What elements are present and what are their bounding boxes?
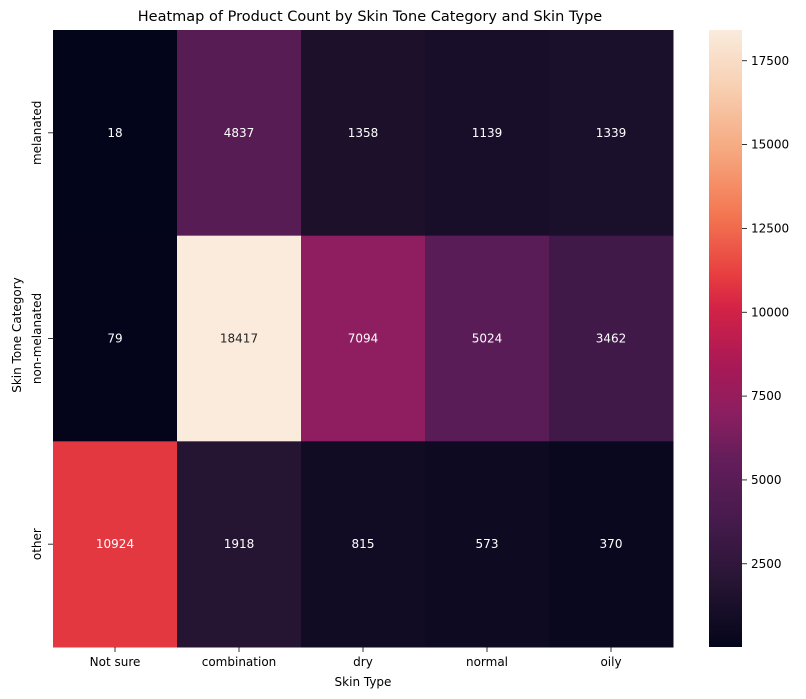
- cell-value-label: 4837: [224, 126, 255, 140]
- cell-value-label: 1139: [472, 126, 503, 140]
- colorbar-tick-label: 5000: [751, 473, 782, 487]
- colorbar-tick-label: 12500: [751, 221, 789, 235]
- heatmap-cells: 18 4837 1358 1139 1339 79 18417 7094 5024 3462 109…: [53, 30, 674, 648]
- cell-value-label: 18417: [220, 332, 258, 346]
- cell-value-label: 1358: [348, 126, 379, 140]
- x-axis-label: Skin Type: [335, 675, 392, 689]
- heatmap-cell: [425, 30, 550, 237]
- chart-title: Heatmap of Product Count by Skin Tone Ca…: [138, 9, 602, 25]
- y-axis-ticks: melanated non-melanated other: [30, 101, 53, 560]
- x-axis-ticks: Not sure combination dry normal oily: [90, 647, 622, 669]
- heatmap-cell: [549, 30, 674, 237]
- heatmap-cell: [301, 30, 426, 237]
- cell-value-label: 5024: [472, 332, 503, 346]
- y-tick-label: other: [30, 528, 44, 560]
- heatmap-cell: [301, 235, 426, 442]
- cell-value-label: 1339: [596, 126, 627, 140]
- y-tick-label: non-melanated: [30, 293, 44, 384]
- heatmap-cell: [177, 235, 302, 442]
- cell-value-label: 3462: [596, 332, 627, 346]
- cell-value-label: 1918: [224, 537, 255, 551]
- heatmap-cell: [549, 441, 674, 648]
- cell-value-label: 79: [107, 332, 122, 346]
- colorbar-tick-label: 2500: [751, 557, 782, 571]
- x-tick-label: dry: [353, 655, 373, 669]
- heatmap-cell: [425, 235, 550, 442]
- heatmap-cell: [177, 30, 302, 237]
- cell-value-label: 573: [476, 537, 499, 551]
- colorbar-tick-label: 7500: [751, 389, 782, 403]
- heatmap-cell: [53, 30, 178, 237]
- x-tick-label: combination: [202, 655, 277, 669]
- x-tick-label: Not sure: [90, 655, 141, 669]
- colorbar-tick-label: 15000: [751, 138, 789, 152]
- x-tick-label: normal: [466, 655, 508, 669]
- colorbar-tick-label: 17500: [751, 54, 789, 68]
- heatmap-cell: [53, 441, 178, 648]
- heatmap-cell: [425, 441, 550, 648]
- cell-value-label: 10924: [96, 537, 134, 551]
- x-tick-label: oily: [600, 655, 621, 669]
- colorbar-ticks: 2500 5000 7500 10000 12500 15000 17500: [742, 54, 789, 571]
- cell-value-label: 370: [600, 537, 623, 551]
- y-tick-label: melanated: [30, 101, 44, 165]
- heatmap-cell: [177, 441, 302, 648]
- cell-value-label: 815: [352, 537, 375, 551]
- y-axis-label: Skin Tone Category: [10, 277, 24, 393]
- cell-value-label: 18: [107, 126, 122, 140]
- heatmap-cell: [301, 441, 426, 648]
- cell-value-label: 7094: [348, 332, 379, 346]
- heatmap-cell: [53, 235, 178, 442]
- colorbar-tick-label: 10000: [751, 305, 789, 319]
- heatmap-cell: [549, 235, 674, 442]
- colorbar: [709, 30, 742, 647]
